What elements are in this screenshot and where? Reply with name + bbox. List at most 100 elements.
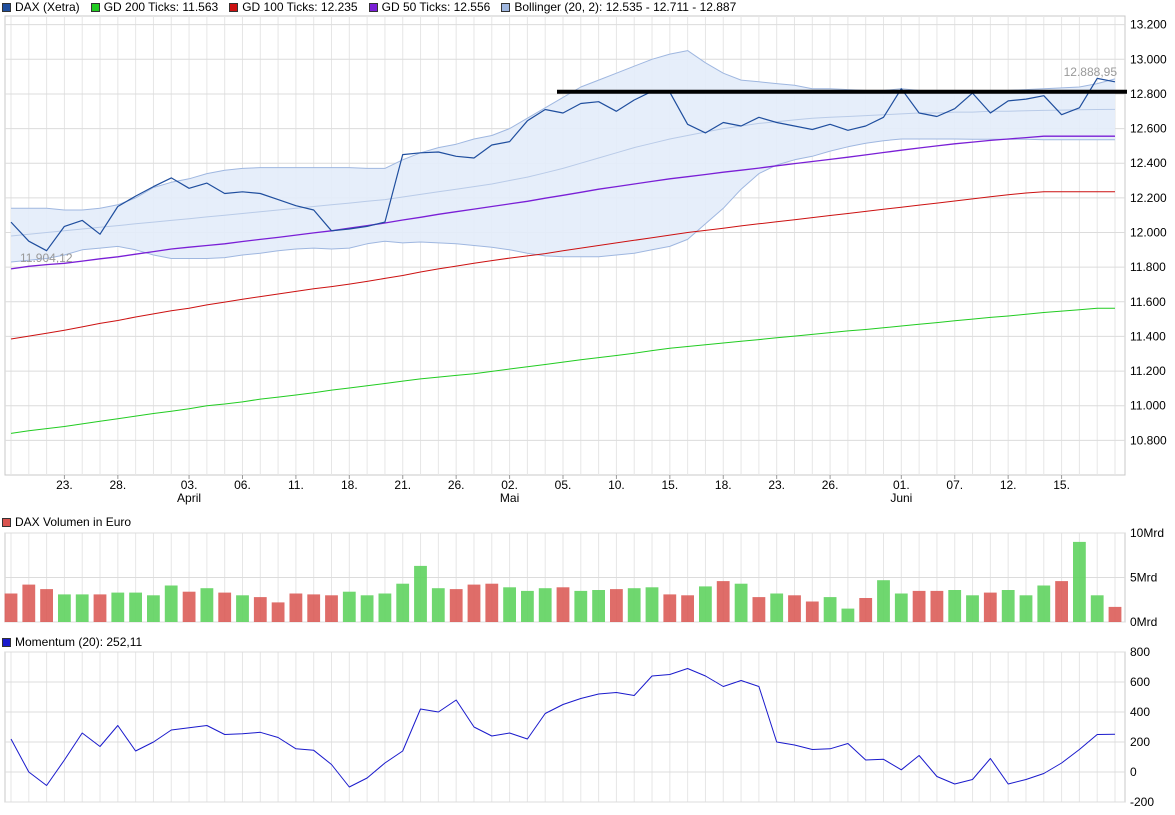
volume-bar-down [182,591,196,622]
volume-bar-down [4,593,18,622]
volume-bar-up [538,588,552,622]
volume-bar-up [1019,595,1033,622]
volume-bar-down [289,593,303,622]
price-legend-swatch [368,2,378,12]
price-ytick-label: 11.600 [1130,295,1166,309]
volume-bar-up [823,597,837,622]
price-legend-item: GD 200 Ticks: 11.563 [90,0,219,14]
volume-bar-down [253,597,267,622]
volume-legend: DAX Volumen in Euro [2,515,142,530]
momentum-ytick-label: 0 [1130,765,1137,779]
price-ytick-label: 12.800 [1130,87,1167,101]
x-tick-label: 02. [501,478,518,492]
volume-bar-up [414,565,427,622]
volume-bar-down [93,594,107,622]
volume-bar-up [734,583,748,622]
momentum-legend-label: Momentum (20): 252,11 [15,635,143,649]
volume-bar-up [1037,585,1051,622]
x-tick-label: 26. [448,478,465,492]
volume-bar-up [164,585,178,622]
volume-bar-up [894,593,908,622]
volume-bar-down [859,598,873,622]
volume-bar-down [805,601,819,622]
volume-bar-up [574,590,588,622]
x-tick-label: 15. [1053,478,1070,492]
price-ytick-label: 10.800 [1130,433,1167,447]
volume-bar-down [40,589,53,622]
price-legend-label: GD 200 Ticks: 11.563 [103,0,219,14]
momentum-ytick-label: 400 [1130,705,1150,719]
price-legend-item: GD 100 Ticks: 12.235 [229,0,358,14]
volume-legend-swatch [2,517,11,527]
volume-bar-down [912,590,926,622]
low-price-label: 11.904,12 [20,251,73,265]
volume-bar-down [218,592,232,622]
price-ytick-label: 12.000 [1130,226,1167,240]
price-legend-label: DAX (Xetra) [15,0,80,14]
volume-bar-up [147,595,160,622]
volume-bar-down [22,584,36,622]
volume-bar-up [592,590,605,622]
volume-bar-down [325,595,338,622]
momentum-legend-swatch [2,637,11,647]
x-tick-label: 18. [341,478,358,492]
volume-bar-up [396,583,410,622]
x-tick-label: 28. [109,478,126,492]
x-tick-label: 23. [768,478,785,492]
volume-bar-down [610,589,623,622]
volume-bar-down [449,589,463,622]
price-legend-item: Bollinger (20, 2): 12.535 - 12.711 - 12.… [501,0,736,14]
volume-bar-up [841,608,855,622]
price-legend-label: GD 100 Ticks: 12.235 [242,0,358,14]
price-legend-item: DAX (Xetra) [2,0,80,14]
volume-bar-up [770,593,784,622]
price-legend-swatch [229,2,239,12]
gd200-line [10,307,1115,434]
price-ytick-label: 11.800 [1130,260,1166,274]
price-ytick-label: 12.600 [1130,122,1167,136]
volume-bar-up [75,594,89,622]
price-ytick-label: 12.200 [1130,191,1167,205]
x-tick-label: 15. [661,478,678,492]
momentum-ytick-label: -200 [1130,795,1154,809]
x-tick-label: 26. [822,478,839,492]
x-tick-label: 06. [234,478,251,492]
volume-bar-up [966,595,979,622]
price-legend-item: GD 50 Ticks: 12.556 [368,0,491,14]
volume-bar-down [752,597,766,622]
volume-bar-down [271,602,285,622]
volume-bar-up [129,592,142,622]
volume-bar-down [788,595,801,622]
volume-ytick-label: 5Mrd [1130,571,1157,585]
volume-bar-up [431,588,445,622]
price-ytick-label: 12.400 [1130,156,1167,170]
volume-bar-up [1073,541,1086,622]
x-tick-label: 03. [181,478,198,492]
momentum-line [10,668,1116,788]
dax-price-line [10,77,1116,252]
volume-bar-down [681,595,694,622]
momentum-ytick-label: 200 [1130,735,1150,749]
volume-bar-up [111,592,125,622]
volume-bar-up [503,587,516,622]
price-ytick-label: 11.000 [1130,399,1166,413]
volume-bar-up [1001,590,1015,622]
x-month-label: Mai [500,491,519,505]
volume-bar-up [645,587,659,622]
price-legend-swatch [2,2,11,12]
volume-bar-down [1108,606,1122,622]
volume-bar-up [877,580,890,622]
price-ytick-label: 13.200 [1130,18,1167,32]
volume-bar-down [467,584,481,622]
price-legend-swatch [501,2,511,12]
volume-bar-down [983,592,997,622]
volume-bar-up [627,588,641,622]
x-month-label: Juni [890,491,912,505]
volume-bar-down [307,594,321,622]
x-tick-label: 23. [56,478,73,492]
price-legend-label: GD 50 Ticks: 12.556 [381,0,491,14]
volume-bar-up [342,591,356,622]
bollinger-middle-line [10,108,1116,237]
x-tick-label: 11. [288,478,304,492]
